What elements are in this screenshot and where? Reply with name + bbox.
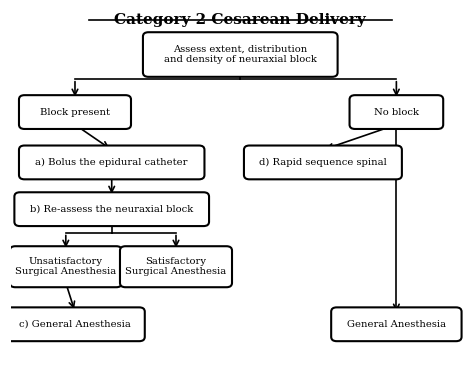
Text: No block: No block	[374, 107, 419, 117]
FancyBboxPatch shape	[244, 145, 402, 179]
Text: Block present: Block present	[40, 107, 110, 117]
Text: Satisfactory
Surgical Anesthesia: Satisfactory Surgical Anesthesia	[125, 257, 227, 276]
FancyBboxPatch shape	[19, 145, 204, 179]
FancyBboxPatch shape	[19, 95, 131, 129]
Text: Unsatisfactory
Surgical Anesthesia: Unsatisfactory Surgical Anesthesia	[15, 257, 117, 276]
FancyBboxPatch shape	[5, 307, 145, 341]
Text: Assess extent, distribution
and density of neuraxial block: Assess extent, distribution and density …	[164, 45, 317, 64]
Text: General Anesthesia: General Anesthesia	[347, 320, 446, 329]
FancyBboxPatch shape	[14, 192, 209, 226]
FancyBboxPatch shape	[331, 307, 462, 341]
FancyBboxPatch shape	[120, 246, 232, 287]
Text: d) Rapid sequence spinal: d) Rapid sequence spinal	[259, 158, 387, 167]
Text: a) Bolus the epidural catheter: a) Bolus the epidural catheter	[36, 158, 188, 167]
Text: c) General Anesthesia: c) General Anesthesia	[19, 320, 131, 329]
Text: Category 2 Cesarean Delivery: Category 2 Cesarean Delivery	[114, 13, 366, 27]
FancyBboxPatch shape	[10, 246, 122, 287]
FancyBboxPatch shape	[143, 32, 337, 77]
Text: b) Re-assess the neuraxial block: b) Re-assess the neuraxial block	[30, 205, 193, 214]
FancyBboxPatch shape	[349, 95, 443, 129]
